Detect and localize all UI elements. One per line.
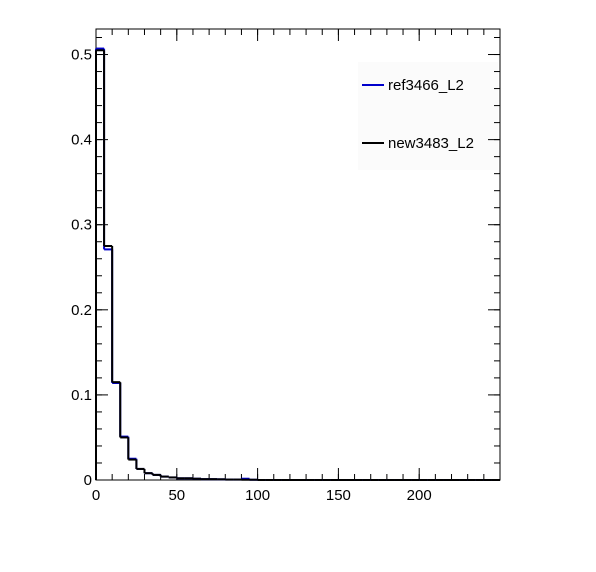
x-tick-label: 0 [92, 487, 100, 504]
x-tick-label: 100 [245, 487, 270, 504]
y-tick-label: 0.2 [71, 302, 92, 319]
x-tick-label: 50 [168, 487, 185, 504]
y-tick-label: 0.4 [71, 132, 92, 149]
y-tick-label: 0.1 [71, 387, 92, 404]
x-tick-label: 150 [326, 487, 351, 504]
y-tick-label: 0 [84, 472, 92, 489]
y-tick-label: 0.3 [71, 217, 92, 234]
legend-box [358, 62, 498, 170]
x-tick-label: 200 [407, 487, 432, 504]
legend-label: ref3466_L2 [388, 77, 464, 94]
y-tick-label: 0.5 [71, 47, 92, 64]
legend-label: new3483_L2 [388, 135, 474, 152]
